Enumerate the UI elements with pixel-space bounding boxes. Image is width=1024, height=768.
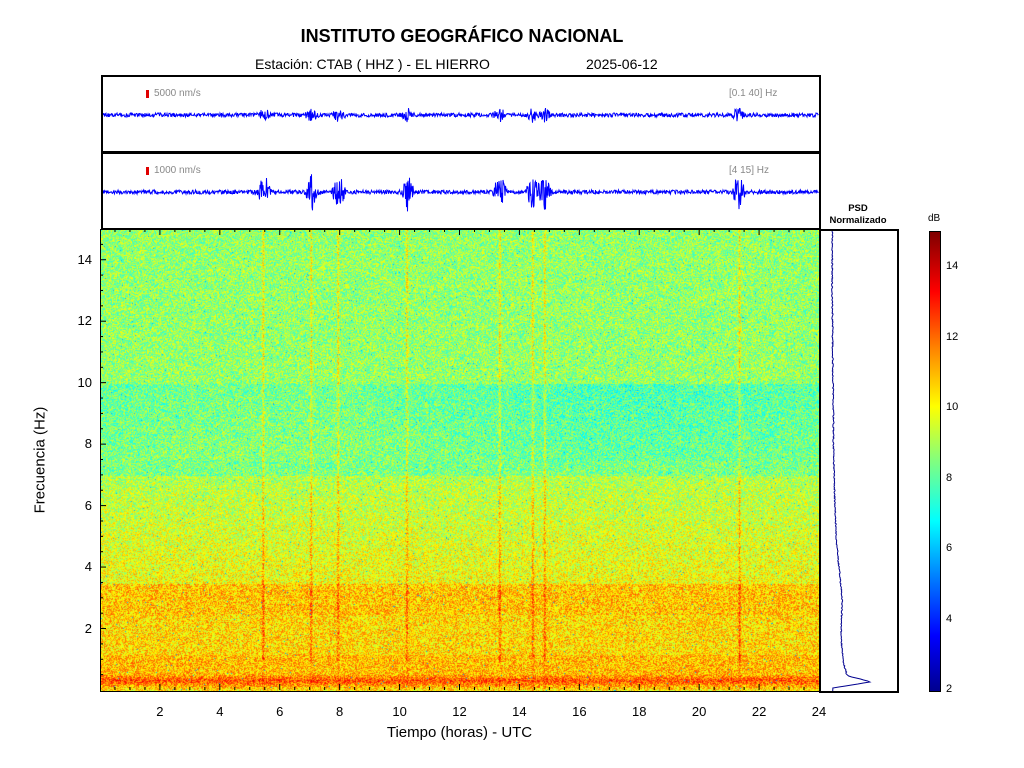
colorbar-tick-label: 8 [946, 471, 953, 484]
spectrogram-plot [100, 229, 821, 692]
colorbar-tick-label: 2 [946, 683, 953, 695]
y-tick-label: 8 [84, 436, 92, 452]
colorbar-tick-label: 10 [946, 401, 959, 414]
x-tick-label: 14 [512, 704, 527, 719]
tick-marks [100, 229, 940, 691]
x-tick-label: 10 [392, 704, 407, 719]
x-tick-label: 12 [452, 704, 467, 719]
x-axis-label: Tiempo (horas) - UTC [386, 724, 533, 741]
psd-title-line1: PSD [848, 203, 868, 214]
x-tick-label: 6 [276, 704, 284, 719]
scale-bar-marker [146, 167, 149, 175]
x-tick-label: 24 [811, 704, 827, 719]
colorbar-tick-label: 12 [946, 330, 959, 343]
colorbar [929, 231, 941, 692]
y-tick-label: 14 [77, 251, 92, 267]
x-tick-label: 22 [751, 704, 767, 719]
x-tick-label: 2 [156, 704, 164, 719]
station-label: Estación: CTAB ( HHZ ) - EL HIERRO [255, 56, 490, 72]
trace-line [103, 174, 819, 212]
spectrogram-heatmap [101, 230, 820, 691]
scale-bar-marker [146, 90, 149, 98]
band-label: [0.1 40] Hz [729, 88, 778, 99]
colorbar-tick-label: 14 [946, 260, 959, 273]
seismogram-panel-filtered: 1000 nm/s [4 15] Hz [101, 152, 821, 230]
date-label: 2025-06-12 [586, 56, 658, 72]
x-tick-label: 18 [632, 704, 647, 719]
y-tick-label: 12 [77, 313, 92, 329]
x-tick-label: 4 [216, 704, 224, 719]
colorbar-tick-label: 6 [946, 542, 953, 555]
scale-label: 5000 nm/s [154, 88, 201, 99]
psd-curve [830, 231, 872, 691]
band-label: [4 15] Hz [729, 165, 770, 176]
page-title: INSTITUTO GEOGRÁFICO NACIONAL [300, 26, 624, 46]
scale-label: 1000 nm/s [154, 165, 201, 176]
y-axis-label: Frecuencia (Hz) [31, 406, 49, 514]
seismogram-trace-filtered [103, 174, 819, 212]
colorbar-tick-label: 4 [946, 612, 953, 625]
psd-curve-plot [830, 231, 872, 691]
y-tick-label: 2 [84, 620, 92, 636]
psd-title-line2: Normalizado [829, 215, 887, 226]
y-tick-label: 10 [77, 374, 92, 390]
trace-line [103, 107, 819, 123]
y-tick-label: 4 [84, 559, 92, 575]
seismogram-trace-broadband [103, 107, 819, 123]
psd-panel [819, 229, 899, 693]
x-tick-label: 16 [572, 704, 587, 719]
colorbar-unit: dB [928, 213, 941, 224]
psd-title: PSD Normalizado [819, 203, 897, 227]
y-tick-label: 6 [84, 497, 92, 513]
seismogram-panel-broadband: 5000 nm/s [0.1 40] Hz [101, 75, 821, 153]
x-tick-label: 8 [336, 704, 344, 719]
x-tick-label: 20 [691, 704, 707, 719]
